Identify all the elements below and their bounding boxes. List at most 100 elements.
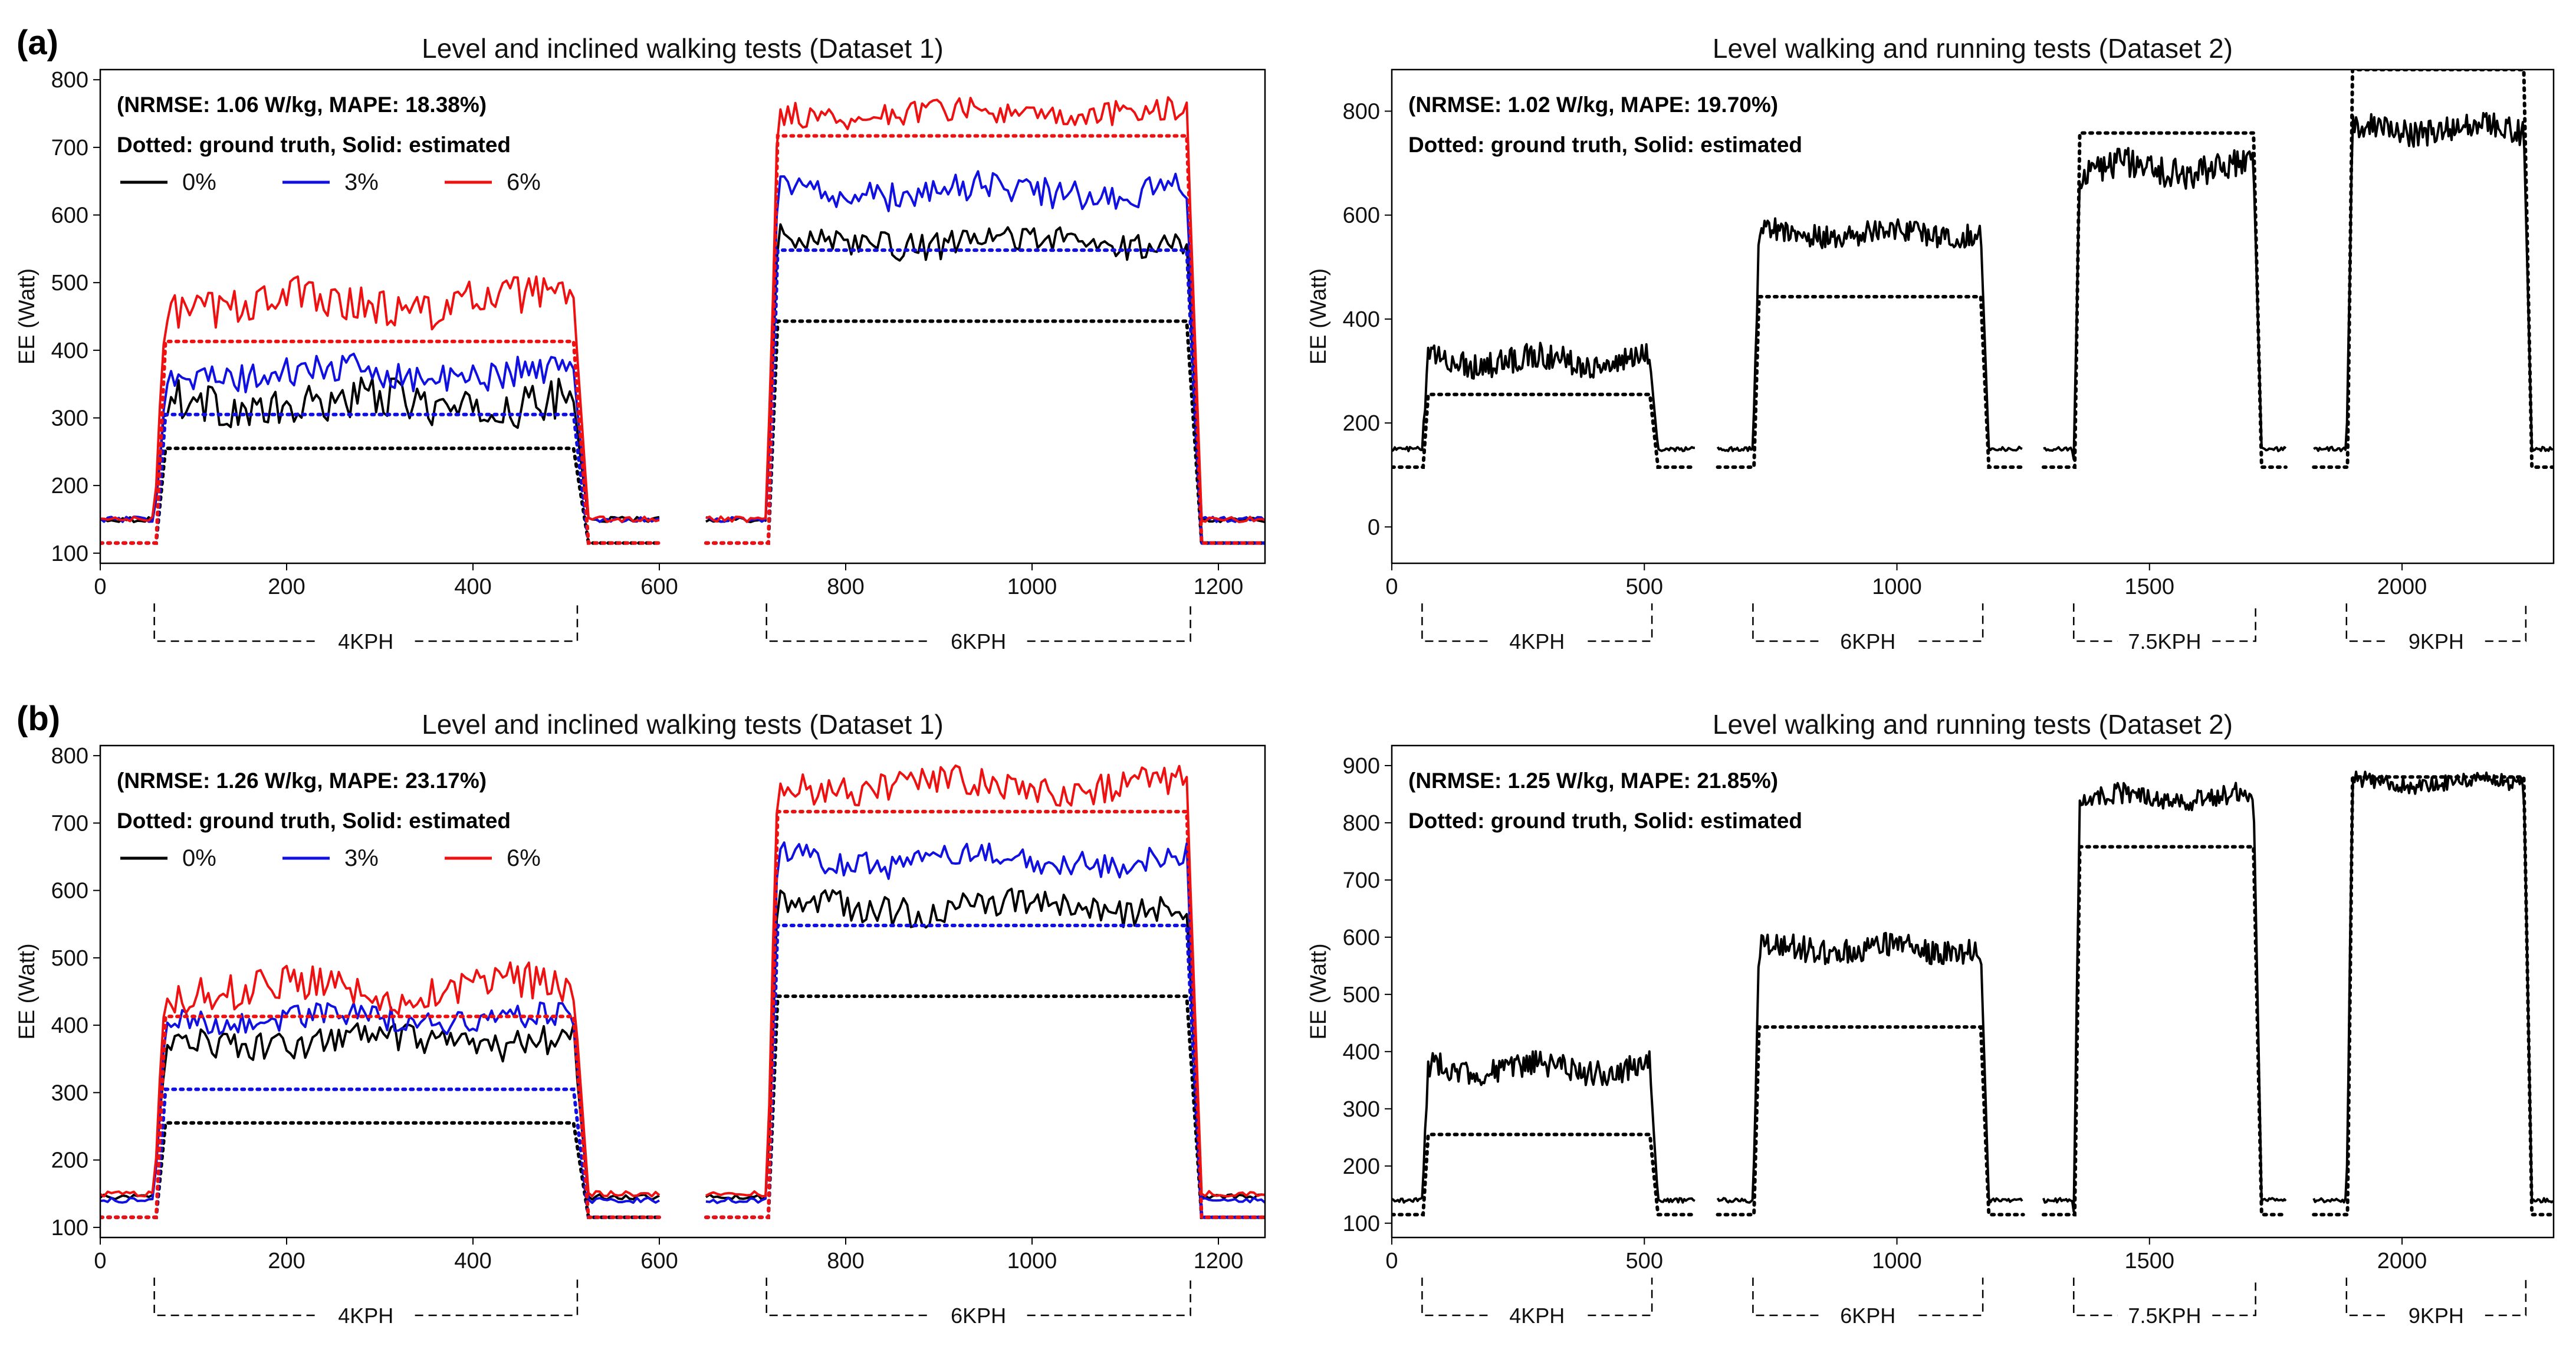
bracket-label-6kph: 6KPH xyxy=(951,1304,1006,1328)
plot-area xyxy=(100,96,1265,545)
annotation-2: Dotted: ground truth, Solid: estimated xyxy=(1408,133,1802,157)
x-tick-label: 0 xyxy=(94,1249,106,1273)
y-tick-label: 600 xyxy=(1343,925,1380,950)
bracket-label-6kph: 6KPH xyxy=(1840,629,1895,654)
estimated-line-0pct-seg1 xyxy=(100,1022,660,1201)
chart-b-left: Level and inclined walking tests (Datase… xyxy=(15,709,1266,1328)
estimated-line-estimated-seg1 xyxy=(1392,342,1695,452)
ground-truth-line-6pct-seg1 xyxy=(100,339,661,545)
bracket-label-bg xyxy=(1490,627,1585,653)
y-tick-label: 500 xyxy=(51,271,88,296)
y-tick-label: 400 xyxy=(51,339,88,363)
chart-title: Level walking and running tests (Dataset… xyxy=(1713,709,2233,740)
plot-frame xyxy=(1391,744,2555,1239)
ground-truth-line-0pct-seg1 xyxy=(100,1121,661,1219)
x-tick-label: 0 xyxy=(1385,1249,1398,1273)
x-tick-label: 600 xyxy=(640,575,678,599)
bracket-label-9kph: 9KPH xyxy=(2409,629,2464,654)
y-tick-label: 200 xyxy=(1343,1154,1380,1179)
y-tick-label: 200 xyxy=(51,1148,88,1173)
estimated-line-estimated-seg2 xyxy=(1716,931,2023,1204)
bracket-label-7.5kph: 7.5KPH xyxy=(2128,1304,2201,1328)
annotation-1: (NRMSE: 1.26 W/kg, MAPE: 23.17%) xyxy=(117,769,487,793)
y-tick-label: 0 xyxy=(1368,515,1380,540)
estimated-line-3pct-seg2 xyxy=(705,170,1265,523)
chart-title: Level and inclined walking tests (Datase… xyxy=(422,709,944,740)
y-tick-label: 500 xyxy=(1343,983,1380,1007)
legend-label-6pct: 6% xyxy=(507,845,541,871)
y-axis-label: EE (Watt) xyxy=(15,268,40,365)
row-label-b: (b) xyxy=(17,700,60,738)
bracket-label-bg xyxy=(318,627,413,653)
bracket-label-bg xyxy=(318,1301,413,1327)
x-tick-label: 800 xyxy=(827,1249,864,1273)
ground-truth-line-estimated-seg4 xyxy=(2312,70,2554,469)
chart-panels: Level and inclined walking tests (Datase… xyxy=(15,33,2555,1328)
y-tick-label: 600 xyxy=(1343,203,1380,228)
x-tick-label: 0 xyxy=(94,575,106,599)
x-tick-label: 1500 xyxy=(2125,575,2175,599)
x-tick-label: 200 xyxy=(268,575,305,599)
x-tick-label: 200 xyxy=(268,1249,305,1273)
x-tick-label: 800 xyxy=(827,575,864,599)
y-tick-label: 700 xyxy=(1343,868,1380,893)
estimated-line-0pct-seg2 xyxy=(705,887,1265,1201)
bracket-label-bg xyxy=(2388,627,2483,653)
bracket-label-bg xyxy=(2388,1301,2483,1327)
bracket-label-bg xyxy=(2117,627,2212,653)
estimated-line-6pct-seg2 xyxy=(705,96,1265,523)
estimated-line-6pct-seg1 xyxy=(100,275,660,523)
y-tick-label: 700 xyxy=(51,136,88,160)
annotation-1: (NRMSE: 1.06 W/kg, MAPE: 18.38%) xyxy=(117,93,487,117)
estimated-line-3pct-seg2 xyxy=(705,841,1265,1204)
y-tick-label: 600 xyxy=(51,203,88,228)
annotation-2: Dotted: ground truth, Solid: estimated xyxy=(1408,809,1802,833)
y-tick-label: 700 xyxy=(51,811,88,836)
y-tick-label: 400 xyxy=(1343,1040,1380,1065)
bracket-label-bg xyxy=(931,627,1026,653)
y-tick-label: 400 xyxy=(51,1013,88,1038)
y-tick-label: 100 xyxy=(51,1216,88,1240)
x-tick-label: 600 xyxy=(640,1249,678,1273)
chart-a-right: Level walking and running tests (Dataset… xyxy=(1306,33,2555,654)
x-tick-label: 500 xyxy=(1626,1249,1663,1273)
annotation-1: (NRMSE: 1.25 W/kg, MAPE: 21.85%) xyxy=(1408,769,1778,793)
plot-frame xyxy=(99,744,1266,1239)
bracket-label-bg xyxy=(931,1301,1026,1327)
bracket-label-9kph: 9KPH xyxy=(2409,1304,2464,1328)
plot-area xyxy=(1392,770,2554,1217)
annotation-2: Dotted: ground truth, Solid: estimated xyxy=(117,133,511,157)
y-tick-label: 600 xyxy=(51,879,88,904)
x-tick-label: 1200 xyxy=(1194,1249,1244,1273)
y-tick-label: 800 xyxy=(51,68,88,93)
ground-truth-line-estimated-seg2 xyxy=(1716,295,2025,469)
legend-label-6pct: 6% xyxy=(507,169,541,195)
ground-truth-line-3pct-seg1 xyxy=(100,412,661,545)
x-tick-label: 400 xyxy=(454,575,491,599)
bracket-label-4kph: 4KPH xyxy=(1509,1304,1565,1328)
bracket-label-6kph: 6KPH xyxy=(951,629,1006,654)
bracket-label-6kph: 6KPH xyxy=(1840,1304,1895,1328)
plot-frame xyxy=(99,68,1266,564)
estimated-line-estimated-seg1 xyxy=(1392,1050,1696,1204)
y-tick-label: 300 xyxy=(51,1081,88,1105)
legend-label-0pct: 0% xyxy=(182,845,216,871)
x-tick-label: 2000 xyxy=(2377,575,2427,599)
ground-truth-line-estimated-seg1 xyxy=(1392,1132,1697,1217)
x-tick-label: 400 xyxy=(454,1249,491,1273)
legend-label-3pct: 3% xyxy=(344,845,379,871)
bracket-label-bg xyxy=(2117,1301,2212,1327)
y-tick-label: 800 xyxy=(51,744,88,769)
x-tick-label: 1000 xyxy=(1007,575,1057,599)
estimated-line-estimated-seg3 xyxy=(2042,782,2287,1213)
x-tick-label: 1000 xyxy=(1007,1249,1057,1273)
plot-area xyxy=(100,764,1265,1219)
y-tick-label: 800 xyxy=(1343,99,1380,124)
ground-truth-line-0pct-seg2 xyxy=(704,994,1265,1219)
y-tick-label: 900 xyxy=(1343,754,1380,779)
x-tick-label: 0 xyxy=(1385,575,1398,599)
legend-label-0pct: 0% xyxy=(182,169,216,195)
y-axis-label: EE (Watt) xyxy=(1306,268,1331,365)
y-tick-label: 200 xyxy=(1343,411,1380,436)
row-label-a: (a) xyxy=(17,24,58,62)
